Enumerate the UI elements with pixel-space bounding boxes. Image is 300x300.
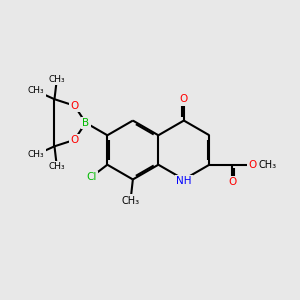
Text: B: B xyxy=(82,118,89,128)
Text: O: O xyxy=(70,101,79,111)
Text: Cl: Cl xyxy=(86,172,96,182)
Text: O: O xyxy=(228,177,236,187)
Text: O: O xyxy=(180,94,188,104)
Text: NH: NH xyxy=(176,176,192,186)
Text: CH₃: CH₃ xyxy=(122,196,140,206)
Text: CH₃: CH₃ xyxy=(28,86,44,95)
Text: CH₃: CH₃ xyxy=(49,75,65,84)
Text: O: O xyxy=(70,135,79,145)
Text: O: O xyxy=(248,160,256,170)
Text: CH₃: CH₃ xyxy=(28,150,44,159)
Text: CH₃: CH₃ xyxy=(49,162,65,171)
Text: CH₃: CH₃ xyxy=(259,160,277,170)
